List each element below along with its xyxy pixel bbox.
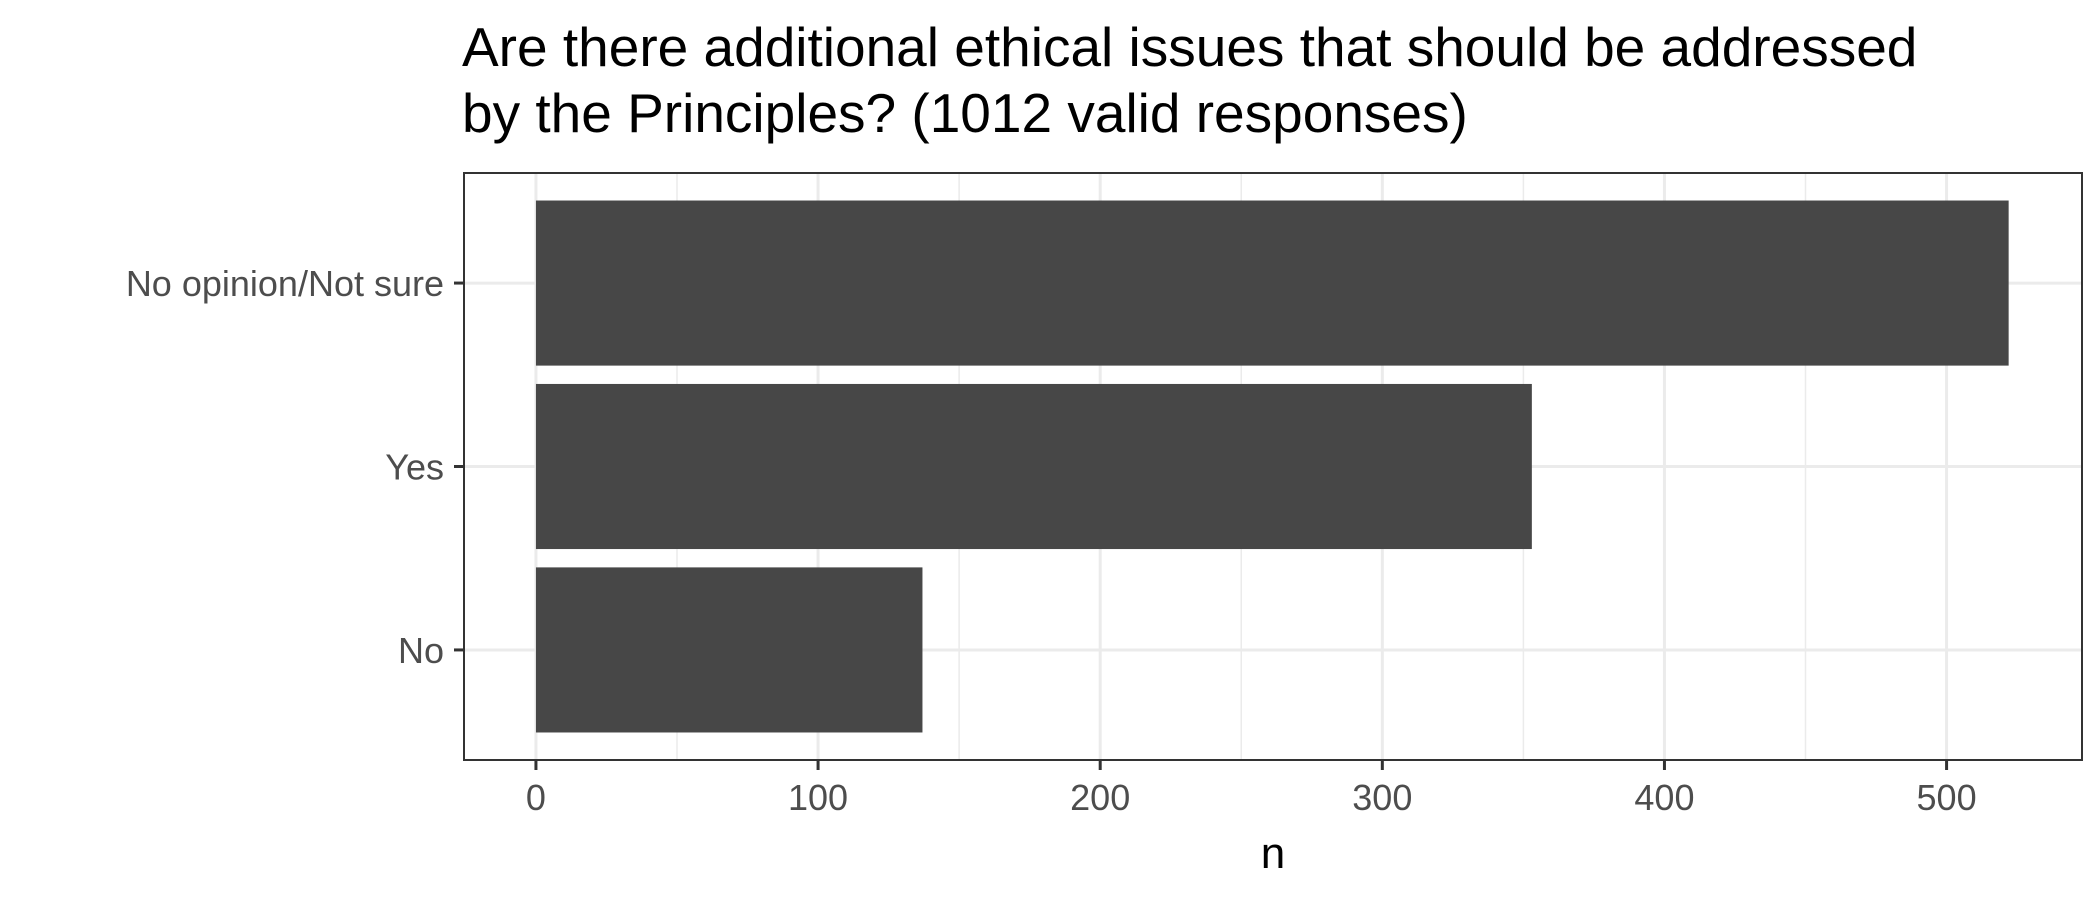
y-tick-label: No bbox=[398, 630, 444, 671]
x-axis: 0 100 200 300 400 500 bbox=[526, 760, 1977, 818]
x-axis-title: n bbox=[1261, 829, 1285, 878]
x-tick-label: 400 bbox=[1634, 777, 1694, 818]
x-tick-label: 0 bbox=[526, 777, 546, 818]
y-tick-label: Yes bbox=[385, 447, 444, 488]
bar bbox=[535, 383, 1532, 550]
bar bbox=[535, 200, 2009, 366]
bars bbox=[535, 200, 2009, 733]
chart-title-line-1: Are there additional ethical issues that… bbox=[462, 16, 1917, 78]
x-tick-label: 500 bbox=[1917, 777, 1977, 818]
chart-title-line-2: by the Principles? (1012 valid responses… bbox=[462, 82, 1468, 144]
y-tick-label: No opinion/Not sure bbox=[126, 263, 444, 304]
y-axis: No opinion/Not sure Yes No bbox=[126, 263, 464, 671]
x-tick-label: 200 bbox=[1070, 777, 1130, 818]
bar bbox=[535, 567, 923, 733]
chart-title: Are there additional ethical issues that… bbox=[462, 16, 1917, 144]
x-tick-label: 300 bbox=[1352, 777, 1412, 818]
x-tick-label: 100 bbox=[788, 777, 848, 818]
